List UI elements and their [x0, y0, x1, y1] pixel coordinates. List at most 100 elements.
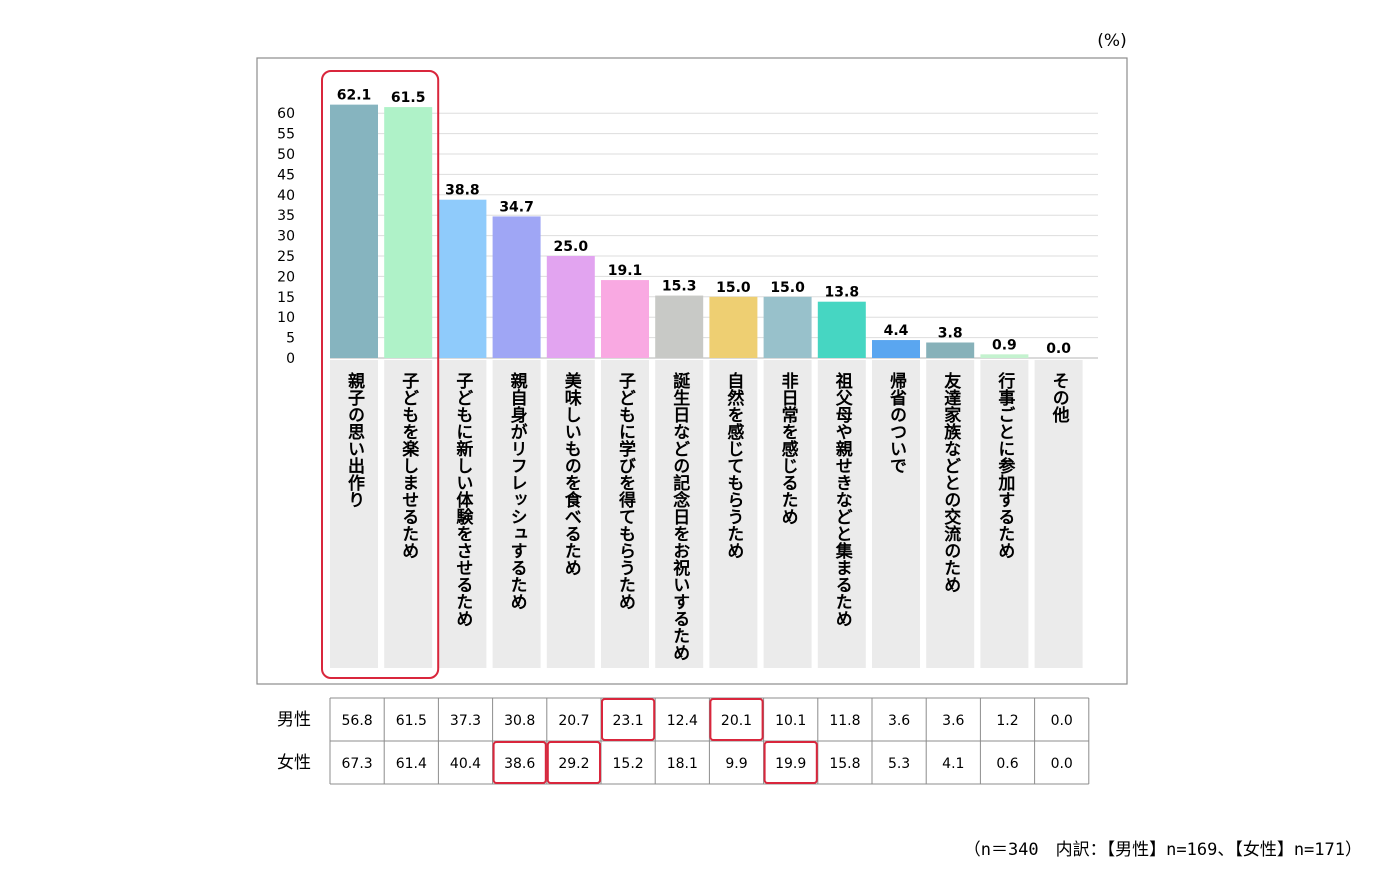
- table-cell: 0.0: [1051, 756, 1073, 772]
- value-label: 0.9: [992, 337, 1017, 353]
- value-label: 3.8: [938, 325, 963, 341]
- bar: [655, 295, 704, 358]
- category-label-bg: [438, 360, 487, 668]
- category-label-bg: [601, 360, 649, 668]
- table-cell: 9.9: [725, 756, 747, 772]
- bar: [980, 354, 1029, 358]
- unit-label: (%): [1097, 31, 1126, 51]
- category-label-backgrounds: [330, 360, 1083, 668]
- category-label: 非日常を感じるため: [778, 371, 799, 525]
- bar: [492, 216, 541, 358]
- category-label-bg: [492, 360, 541, 668]
- table-cell: 67.3: [342, 756, 373, 772]
- sample-size-note: （n＝340 内訳：【男性】n=169、【女性】n=171）: [964, 840, 1362, 860]
- table-cell: 15.2: [613, 756, 644, 772]
- bar: [384, 107, 433, 358]
- category-label-bg: [980, 360, 1029, 668]
- bar: [817, 301, 866, 358]
- bar: [709, 296, 758, 358]
- y-tick-label: 15: [277, 290, 295, 306]
- category-label: 子どもを楽しませるため: [398, 372, 419, 559]
- table-cell: 12.4: [667, 713, 698, 729]
- plot-frame: [256, 57, 1128, 685]
- category-label-bg: [330, 360, 378, 668]
- y-axis: 0 5 10 15 20 25 30 35 40 45 50 55 60: [277, 106, 295, 367]
- table-cell: 5.3: [888, 756, 910, 772]
- value-label: 25.0: [554, 239, 589, 255]
- value-label: 15.3: [662, 279, 697, 295]
- category-label: 美味しいものを食べるため: [561, 371, 582, 576]
- table-cell: 10.1: [775, 713, 806, 729]
- table-row-label: 男性: [277, 710, 311, 730]
- cell-highlight: [601, 698, 656, 741]
- y-tick-label: 45: [277, 167, 295, 183]
- category-label: 祖父母や親せきなどと集まるため: [832, 371, 854, 627]
- category-label: 行事ごとに参加するため: [994, 371, 1016, 559]
- table-cell: 0.6: [996, 756, 1018, 772]
- category-label: 親子の思い出作り: [344, 371, 365, 508]
- table-cell: 4.1: [942, 756, 964, 772]
- category-highlight: [321, 70, 440, 679]
- bar: [926, 342, 975, 358]
- y-tick-label: 10: [277, 310, 295, 326]
- y-tick-label: 0: [286, 351, 295, 367]
- y-tick-label: 40: [277, 188, 295, 204]
- value-label: 61.5: [391, 90, 426, 106]
- table-cell: 38.6: [504, 756, 535, 772]
- value-label: 34.7: [499, 199, 534, 215]
- table-cell: 61.4: [396, 756, 427, 772]
- table-cell: 23.1: [613, 713, 644, 729]
- cell-highlight: [763, 741, 818, 784]
- table-cell: 0.0: [1051, 713, 1073, 729]
- category-label: 自然を感じてもらうため: [723, 371, 744, 559]
- category-label-bg: [1034, 360, 1083, 668]
- table-cell: 1.2: [996, 713, 1018, 729]
- category-label-bg: [384, 360, 433, 668]
- category-label: 子どもに新しい体験をさせるため: [452, 372, 473, 627]
- table-cell: 20.7: [558, 713, 589, 729]
- table-cell: 20.1: [721, 713, 752, 729]
- y-tick-label: 55: [277, 127, 295, 143]
- table-cell: 19.9: [775, 756, 806, 772]
- highlights: [321, 70, 818, 784]
- value-label: 15.0: [770, 280, 805, 296]
- category-label: 帰省のついで: [886, 372, 908, 474]
- category-label: 誕生日などの記念日をお祝いするため: [669, 371, 690, 661]
- table-cell: 3.6: [942, 713, 964, 729]
- bar: [872, 340, 920, 358]
- category-label-bg: [546, 360, 595, 668]
- value-label: 62.1: [337, 88, 372, 104]
- cell-highlight: [492, 741, 547, 784]
- value-label: 0.0: [1046, 341, 1071, 357]
- y-tick-label: 30: [277, 229, 295, 245]
- category-label: 親自身がリフレッシュするため: [507, 371, 528, 610]
- y-tick-label: 5: [286, 331, 295, 347]
- category-label-bg: [817, 360, 866, 668]
- table-cell: 56.8: [342, 713, 373, 729]
- category-labels: 親子の思い出作り 子どもを楽しませるため 子どもに新しい体験をさせるため 親自身がリフ…: [344, 371, 1070, 661]
- bar: [330, 104, 378, 359]
- bar: [546, 256, 595, 358]
- bar: [763, 296, 812, 358]
- bars: [330, 104, 1029, 359]
- y-tick-label: 60: [277, 106, 295, 122]
- table-cell: 3.6: [888, 713, 910, 729]
- category-label-bg: [926, 360, 975, 668]
- category-label-bg: [872, 360, 920, 668]
- bar: [438, 199, 487, 358]
- cell-highlight: [546, 741, 601, 784]
- category-label: その他: [1049, 372, 1071, 423]
- category-label-bg: [655, 360, 704, 668]
- y-tick-label: 50: [277, 147, 295, 163]
- value-label: 4.4: [884, 323, 909, 339]
- table-cell: 37.3: [450, 713, 481, 729]
- table-cell: 30.8: [504, 713, 535, 729]
- table-cell: 18.1: [667, 756, 698, 772]
- y-tick-label: 20: [277, 269, 295, 285]
- cell-highlight: [709, 698, 764, 741]
- table-row-label: 女性: [277, 753, 311, 773]
- breakdown-table: 男性 56.8 61.5 37.3 30.8 20.7 23.1 12.4 20.1 10.1 11…: [277, 697, 1090, 785]
- bar: [601, 280, 649, 358]
- y-tick-label: 25: [277, 249, 295, 265]
- category-label-bg: [763, 360, 812, 668]
